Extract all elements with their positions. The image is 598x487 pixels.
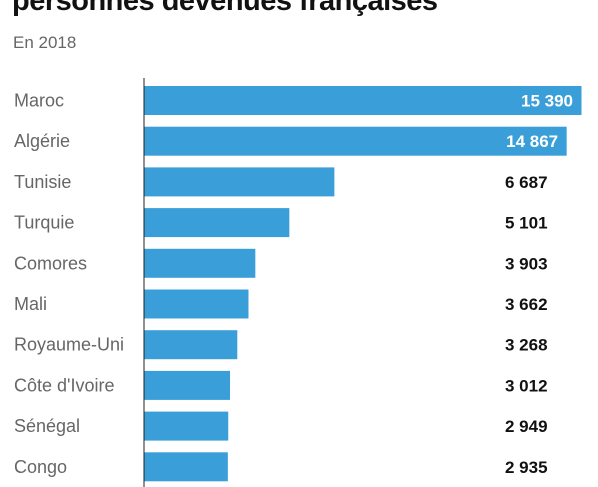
category-label: Sénégal <box>14 416 80 436</box>
category-label: Côte d'Ivoire <box>14 375 115 395</box>
chart-title: personnes devenues françaises <box>12 0 438 17</box>
bar <box>144 411 229 441</box>
value-label: 3 012 <box>505 376 548 395</box>
value-label: 2 949 <box>505 417 548 436</box>
category-label: Congo <box>14 457 67 477</box>
bar <box>144 208 290 238</box>
chart-subtitle: En 2018 <box>13 33 77 52</box>
value-label: 15 390 <box>521 92 573 111</box>
value-label: 5 101 <box>505 214 548 233</box>
value-label: 2 935 <box>505 458 548 477</box>
bar <box>144 370 231 400</box>
category-label: Tunisie <box>14 172 71 192</box>
bar <box>144 248 256 278</box>
bar <box>144 330 238 360</box>
category-label: Algérie <box>14 131 70 151</box>
category-label: Mali <box>14 294 47 314</box>
bar <box>144 86 582 115</box>
category-label: Comores <box>14 253 87 273</box>
bar <box>144 452 228 482</box>
bar <box>144 126 567 156</box>
value-label: 3 662 <box>505 295 548 314</box>
bar <box>144 289 249 319</box>
value-label: 6 687 <box>505 173 548 192</box>
value-label: 14 867 <box>506 132 558 151</box>
value-label: 3 268 <box>505 336 548 355</box>
category-label: Royaume-Uni <box>14 335 124 355</box>
category-label: Maroc <box>14 91 64 111</box>
value-label: 3 903 <box>505 254 548 273</box>
category-label: Turquie <box>14 213 74 233</box>
bar <box>144 167 335 197</box>
